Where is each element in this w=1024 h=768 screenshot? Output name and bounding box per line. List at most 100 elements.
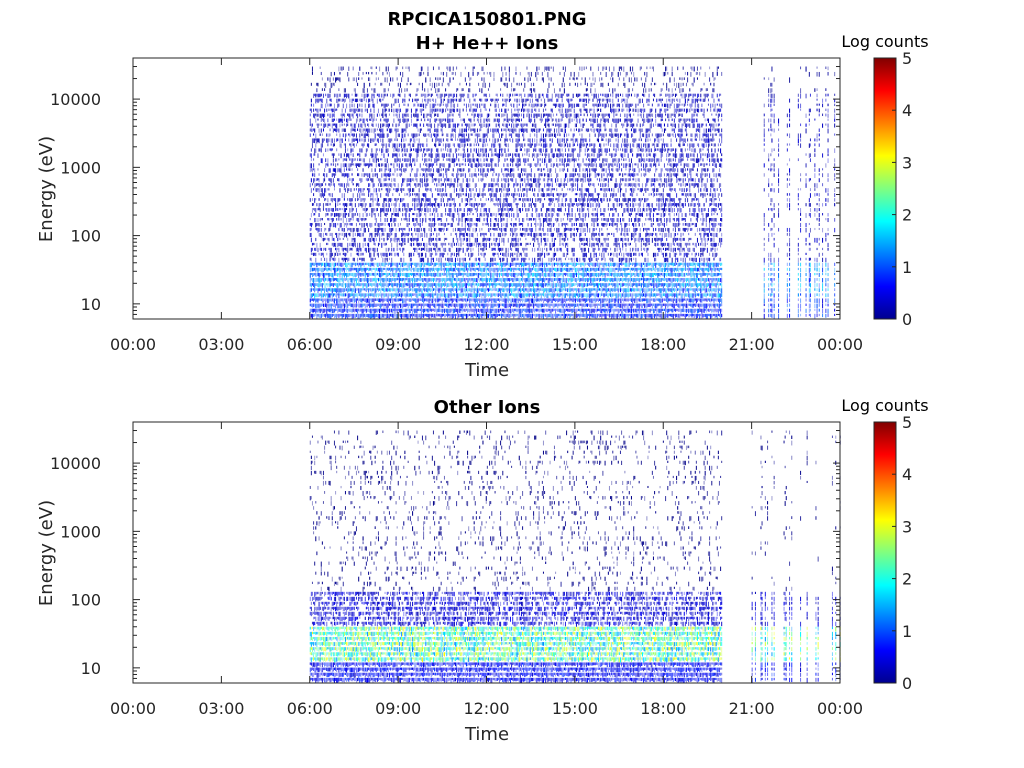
heatmap-cell [456, 66, 458, 70]
heatmap-cell [390, 173, 392, 177]
heatmap-cell [475, 108, 477, 112]
heatmap-cell [335, 252, 337, 256]
heatmap-cell [468, 71, 470, 78]
heatmap-cell [492, 303, 494, 309]
heatmap-cell [465, 283, 467, 289]
heatmap-cell [452, 128, 454, 132]
heatmap-cell [481, 77, 483, 81]
heatmap-cell [342, 113, 344, 116]
heatmap-cell [374, 173, 376, 177]
heatmap-cell [425, 203, 427, 206]
heatmap-cell [425, 183, 427, 188]
heatmap-cell [406, 283, 408, 287]
heatmap-cell [387, 108, 389, 112]
heatmap-cell [372, 298, 374, 303]
heatmap-cell [413, 178, 415, 182]
heatmap-cell [322, 123, 324, 128]
heatmap-cell [363, 293, 365, 298]
heatmap-cell [382, 208, 384, 212]
heatmap-cell [451, 288, 453, 291]
heatmap-cell [328, 193, 330, 196]
heatmap-cell [465, 242, 467, 246]
heatmap-cell [415, 218, 417, 221]
heatmap-cell [412, 143, 414, 148]
heatmap-cell [387, 133, 389, 137]
heatmap-cell [483, 272, 485, 277]
heatmap-cell [401, 183, 403, 188]
heatmap-cell [387, 247, 389, 252]
heatmap-cell [399, 173, 401, 177]
heatmap-cell [329, 247, 331, 253]
heatmap-cell [328, 267, 330, 271]
heatmap-cell [382, 232, 384, 236]
heatmap-cell [407, 313, 409, 319]
heatmap-cell [407, 232, 409, 237]
heatmap-cell [446, 103, 448, 109]
heatmap-cell [458, 288, 460, 291]
heatmap-cell [318, 183, 320, 187]
heatmap-cell [450, 283, 452, 286]
heatmap-cell [459, 113, 461, 118]
heatmap-cell [337, 128, 339, 132]
heatmap-cell [460, 283, 462, 288]
heatmap-cell [463, 168, 465, 172]
heatmap-cell [355, 108, 357, 112]
heatmap-cell [370, 108, 372, 113]
heatmap-cell [417, 103, 419, 107]
heatmap-cell [314, 138, 316, 144]
heatmap-cell [316, 178, 318, 182]
heatmap-cell [399, 308, 401, 313]
heatmap-cell [483, 247, 485, 251]
heatmap-cell [407, 278, 409, 283]
heatmap-cell [394, 198, 396, 201]
heatmap-cell [337, 298, 339, 304]
heatmap-cell [382, 252, 384, 256]
heatmap-cell [332, 163, 334, 166]
heatmap-cell [452, 298, 454, 302]
heatmap-cell [388, 247, 390, 251]
heatmap-cell [353, 288, 355, 293]
heatmap-cell [475, 262, 477, 267]
heatmap-cell [346, 93, 348, 99]
heatmap-cell [396, 158, 398, 163]
heatmap-cell [361, 203, 363, 208]
heatmap-cell [329, 298, 331, 302]
heatmap-cell [373, 278, 375, 281]
heatmap-cell [452, 267, 454, 272]
heatmap-cell [416, 203, 418, 208]
heatmap-cell [437, 213, 439, 218]
heatmap-cell [365, 303, 367, 308]
heatmap-cell [363, 143, 365, 147]
heatmap-cell [382, 313, 384, 318]
heatmap-cell [417, 203, 419, 207]
heatmap-cell [346, 163, 348, 168]
heatmap-cell [361, 198, 363, 202]
heatmap-cell [382, 283, 384, 287]
heatmap-cell [427, 168, 429, 172]
heatmap-cell [448, 178, 450, 182]
heatmap-cell [346, 313, 348, 318]
heatmap-cell [387, 148, 389, 153]
heatmap-cell [421, 173, 423, 178]
heatmap-cell [416, 148, 418, 154]
heatmap-cell [340, 66, 342, 71]
heatmap-cell [363, 222, 365, 228]
heatmap-cell [438, 288, 440, 293]
heatmap-cell [363, 267, 365, 272]
heatmap-cell [448, 298, 450, 303]
heatmap-cell [318, 208, 320, 211]
heatmap-cell [362, 232, 364, 237]
heatmap-cell [332, 303, 334, 308]
heatmap-cell [403, 203, 405, 207]
heatmap-cell [359, 188, 361, 191]
heatmap-cell [440, 272, 442, 277]
heatmap-cell [457, 227, 459, 232]
heatmap-cell [394, 213, 396, 217]
heatmap-cell [368, 93, 370, 97]
heatmap-cell [340, 118, 342, 122]
heatmap-cell [370, 293, 372, 297]
heatmap-cell [379, 232, 381, 238]
heatmap-cell [469, 108, 471, 112]
heatmap-cell [364, 133, 366, 139]
heatmap-cell [475, 242, 477, 248]
